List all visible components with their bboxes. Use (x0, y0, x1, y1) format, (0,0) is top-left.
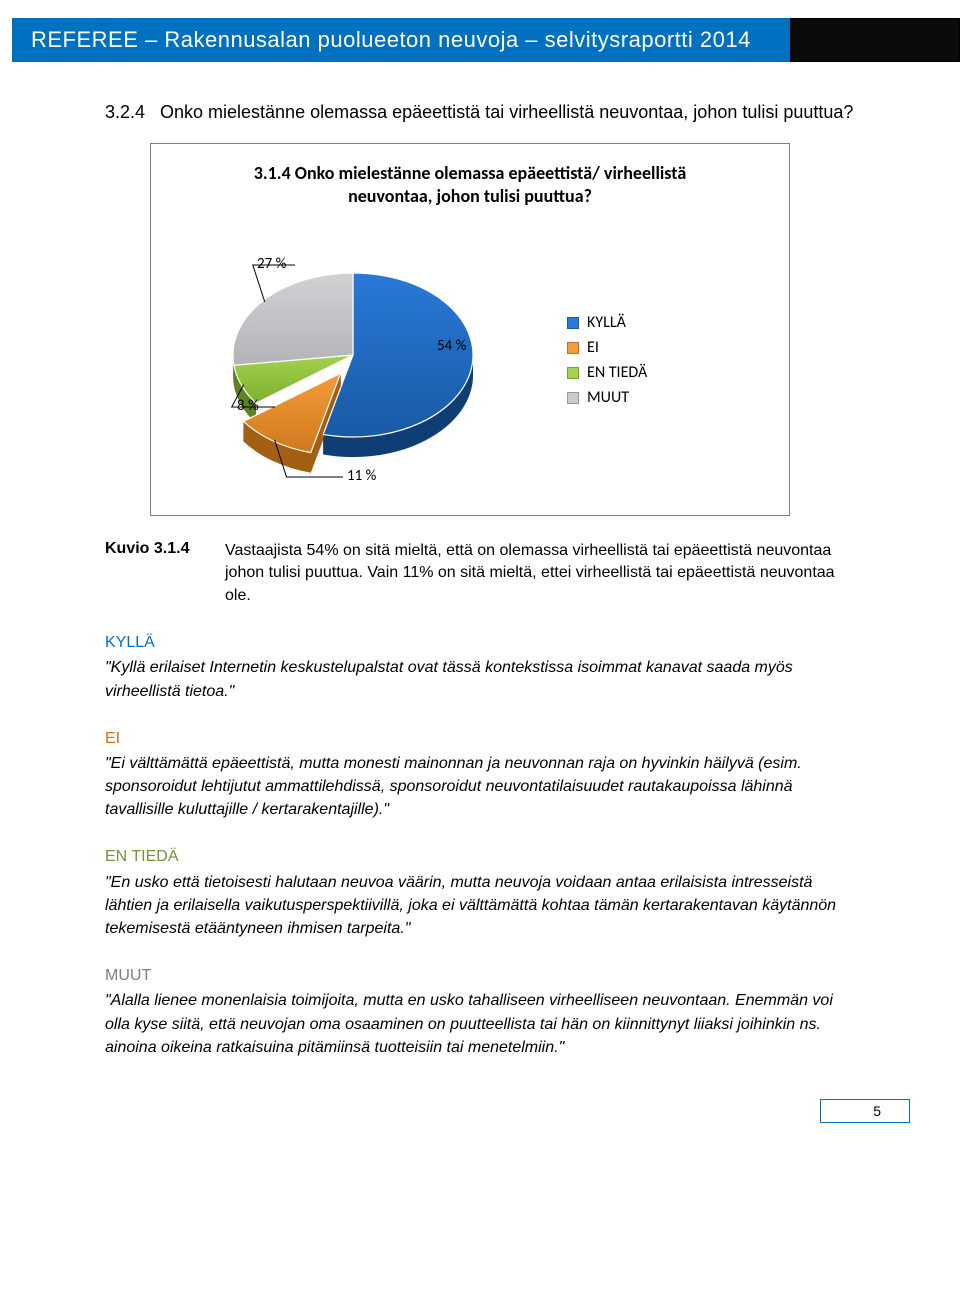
cat-entieda: EN TIEDÄ "En usko että tietoisesti halut… (105, 845, 860, 940)
legend-swatch (567, 342, 579, 354)
legend-row-ei: EI (567, 338, 647, 357)
cat-muut-body: "Alalla lienee monenlaisia toimijoita, m… (105, 989, 860, 1059)
cat-ei: EI "Ei välttämättä epäeettistä, mutta mo… (105, 727, 860, 822)
pie-chart: 54 % 11 % 8 % 27 % (203, 225, 533, 495)
header-title: REFEREE – Rakennusalan puolueeton neuvoj… (12, 18, 790, 62)
chart-container: 3.1.4 Onko mielestänne olemassa epäeetti… (150, 143, 790, 516)
kuvio-label: Kuvio 3.1.4 (105, 540, 225, 607)
pie-label: 54 % (437, 337, 466, 355)
chart-area: 54 % 11 % 8 % 27 % KYLLÄ EI EN TIEDÄ MUUT (169, 219, 771, 501)
legend-row-kylla: KYLLÄ (567, 313, 647, 332)
header-right-block (790, 18, 960, 62)
chart-title-line2: neuvontaa, johon tulisi puuttua? (348, 185, 592, 207)
cat-kylla-body: "Kyllä erilaiset Internetin keskustelupa… (105, 656, 860, 702)
legend-row-entieda: EN TIEDÄ (567, 363, 647, 382)
legend-swatch (567, 367, 579, 379)
legend-label: EN TIEDÄ (587, 363, 647, 382)
cat-ei-title: EI (105, 727, 860, 750)
cat-muut: MUUT "Alalla lienee monenlaisia toimijoi… (105, 964, 860, 1059)
cat-kylla-title: KYLLÄ (105, 631, 860, 654)
legend-label: KYLLÄ (587, 313, 626, 332)
cat-kylla: KYLLÄ "Kyllä erilaiset Internetin keskus… (105, 631, 860, 703)
cat-entieda-body: "En usko että tietoisesti halutaan neuvo… (105, 871, 860, 941)
kuvio-block: Kuvio 3.1.4 Vastaajista 54% on sitä miel… (105, 540, 860, 607)
page-footer: 5 (0, 1099, 910, 1123)
pie-label: 8 % (237, 397, 259, 415)
chart-legend: KYLLÄ EI EN TIEDÄ MUUT (567, 307, 647, 413)
section-number: 3.2.4 (105, 102, 160, 123)
chart-title-line1: 3.1.4 Onko mielestänne olemassa epäeetti… (254, 162, 687, 184)
pie-label: 11 % (347, 467, 376, 485)
header-gap (0, 18, 12, 62)
legend-swatch (567, 317, 579, 329)
section-heading: 3.2.4 Onko mielestänne olemassa epäeetti… (105, 102, 860, 123)
page-header: REFEREE – Rakennusalan puolueeton neuvoj… (0, 18, 960, 62)
cat-ei-body: "Ei välttämättä epäeettistä, mutta mones… (105, 752, 860, 822)
legend-swatch (567, 392, 579, 404)
legend-label: MUUT (587, 388, 629, 407)
kuvio-text: Vastaajista 54% on sitä mieltä, että on … (225, 540, 860, 607)
legend-label: EI (587, 338, 599, 357)
chart-title: 3.1.4 Onko mielestänne olemassa epäeetti… (169, 162, 771, 207)
cat-entieda-title: EN TIEDÄ (105, 845, 860, 868)
page-number: 5 (820, 1099, 910, 1123)
pie-label: 27 % (257, 255, 286, 273)
cat-muut-title: MUUT (105, 964, 860, 987)
section-title: Onko mielestänne olemassa epäeettistä ta… (160, 102, 860, 123)
legend-row-muut: MUUT (567, 388, 647, 407)
